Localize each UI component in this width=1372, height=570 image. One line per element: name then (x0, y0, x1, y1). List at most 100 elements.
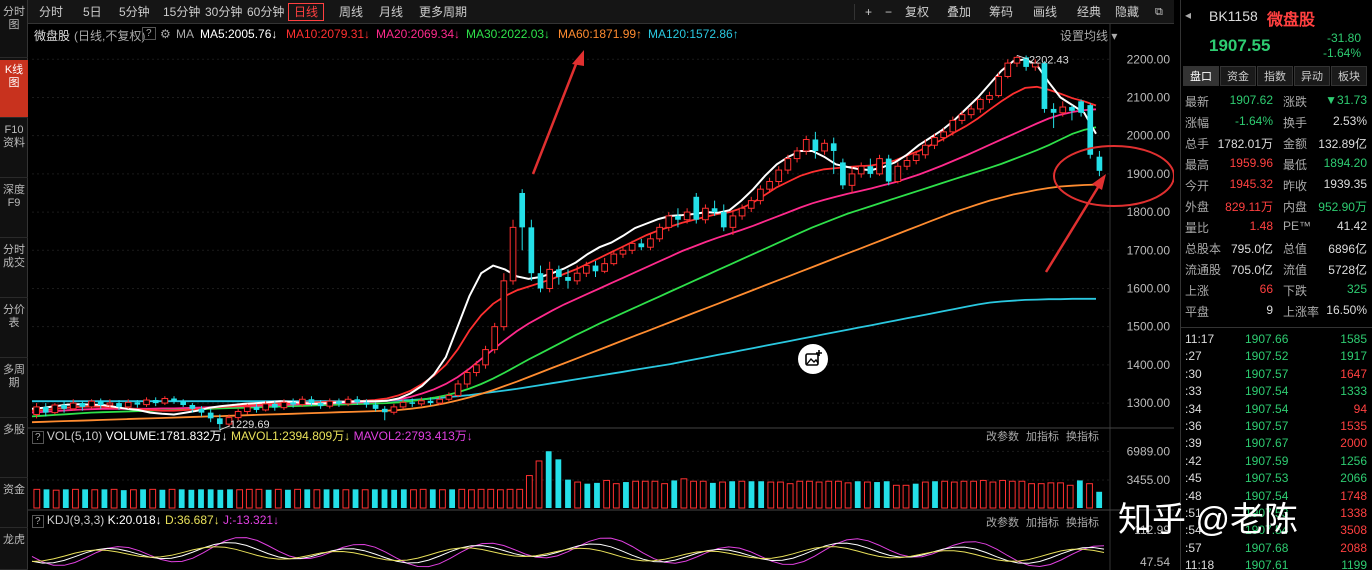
quote-row: 总股本 795.0亿 总值 6896亿 (1185, 237, 1369, 257)
candle (747, 196, 755, 213)
candle-body (454, 383, 462, 396)
quote-row: 平盘 9 上涨率 16.50% (1185, 300, 1369, 320)
volume-bar (594, 482, 600, 508)
tick-time: :36 (1185, 419, 1202, 433)
ma-settings-button[interactable]: 设置均线 ▾ (1060, 29, 1118, 43)
tick-time: :30 (1185, 366, 1202, 381)
volume-bar (274, 488, 282, 509)
restore-window-icon[interactable]: ⧉ (1155, 6, 1163, 18)
tick-volume: 1748 (1340, 488, 1367, 503)
volume-bar (1057, 482, 1064, 509)
vol-add-indicator-button[interactable]: 加指标 (1026, 431, 1059, 443)
candle-body (665, 215, 673, 228)
nav-trades[interactable]: 分时成交 (0, 240, 28, 298)
tab-capital[interactable]: 资金 (1220, 66, 1256, 86)
tick-time: :54 (1185, 523, 1202, 538)
draw-line-button[interactable]: 画线 (1033, 5, 1058, 19)
tick-volume: 3508 (1340, 523, 1367, 538)
nav-intraday[interactable]: 分时图 (0, 2, 28, 58)
candle-body (1050, 108, 1057, 113)
ma5-value: MA5:2005.76↓ (200, 27, 278, 41)
period-5day[interactable]: 5日 (83, 5, 102, 19)
volume-bar (304, 489, 311, 508)
candle (1050, 103, 1057, 129)
candle (271, 401, 278, 411)
red-circle (1053, 145, 1174, 207)
high-label: 2202.43 (1029, 54, 1069, 66)
period-weekly[interactable]: 周线 (339, 5, 364, 19)
nav-depth[interactable]: 深度F9 (0, 180, 28, 238)
candle (528, 219, 535, 281)
candle-body (336, 401, 342, 404)
ma30-value: MA30:2022.03↓ (466, 27, 551, 41)
stat-label: 量比 (1185, 221, 1210, 235)
volume-bar (255, 488, 263, 509)
vol-switch-indicator-button[interactable]: 换指标 (1066, 431, 1099, 443)
high-pointer (1016, 54, 1030, 60)
period-60min[interactable]: 60分钟 (247, 5, 285, 19)
candle (280, 399, 288, 410)
tick-volume: 1917 (1340, 349, 1367, 364)
vol-edit-params-button[interactable]: 改参数 (986, 431, 1019, 443)
gear-icon[interactable]: ⚙ (160, 27, 171, 41)
nav-dragon-tiger[interactable]: 龙虎 (0, 530, 28, 570)
period-5min[interactable]: 5分钟 (119, 5, 150, 19)
tab-index[interactable]: 指数 (1257, 66, 1293, 86)
kdj-add-indicator-button[interactable]: 加指标 (1026, 517, 1059, 529)
add-image-icon[interactable] (798, 344, 828, 374)
zoom-out-button[interactable]: − (885, 5, 893, 19)
kdj-edit-params-button[interactable]: 改参数 (986, 517, 1019, 529)
stat-label: 昨收 (1283, 179, 1308, 193)
tick-volume: 1647 (1340, 366, 1367, 381)
volume-bar (912, 483, 919, 508)
candle-body (638, 243, 645, 248)
classic-button[interactable]: 经典 (1077, 5, 1102, 19)
nav-capital[interactable]: 资金 (0, 480, 28, 528)
stat-value: -1.64% (1234, 114, 1273, 128)
period-daily[interactable]: 日线 (288, 3, 325, 21)
nav-price-table[interactable]: 分价表 (0, 300, 28, 358)
stat-label: 平盘 (1185, 305, 1210, 319)
candle-body (949, 119, 957, 133)
overlay-button[interactable]: 叠加 (947, 5, 972, 19)
tab-abnormal[interactable]: 异动 (1294, 66, 1330, 86)
candle (445, 392, 453, 402)
candle-body (509, 226, 517, 282)
nav-f10[interactable]: F10资料 (0, 120, 28, 178)
help-icon[interactable]: ? (142, 27, 156, 40)
tick-row: :36 1907.57 1535 (1185, 417, 1369, 434)
period-15min[interactable]: 15分钟 (163, 5, 201, 19)
tab-sector[interactable]: 板块 (1331, 66, 1367, 86)
stat-value: 1782.01万 (1217, 137, 1273, 151)
nav-multi-period[interactable]: 多周期 (0, 360, 28, 418)
kdj-switch-indicator-button[interactable]: 换指标 (1066, 517, 1099, 529)
candle-body (647, 238, 654, 248)
stat-value: 829.11万 (1225, 200, 1273, 214)
period-monthly[interactable]: 月线 (379, 5, 404, 19)
nav-kline[interactable]: K线图 (0, 60, 28, 118)
kline-chart[interactable]: 2200.00 2100.00 2000.00 1900.00 1800.00 1700.… (28, 24, 1174, 570)
vol-help-icon[interactable]: ? (32, 431, 44, 444)
period-intraday[interactable]: 分时 (39, 5, 64, 19)
adjust-button[interactable]: 复权 (905, 5, 930, 19)
candle (134, 400, 141, 408)
candle (894, 162, 902, 184)
period-more[interactable]: 更多周期 (419, 5, 468, 19)
stat-value: 1945.32 (1229, 177, 1273, 191)
low-label: 1229.69 (230, 419, 270, 431)
zoom-in-button[interactable]: + (865, 5, 873, 19)
candle (601, 257, 608, 274)
kdj-help-icon[interactable]: ? (32, 515, 44, 528)
candle (610, 250, 618, 266)
tick-row: :42 1907.59 1256 (1185, 452, 1369, 469)
tab-handicap[interactable]: 盘口 (1183, 66, 1219, 86)
stat-value: ▼31.73 (1325, 93, 1367, 107)
collapse-arrow-icon[interactable]: ◂ (1185, 8, 1192, 22)
nav-multi-stock[interactable]: 多股 (0, 420, 28, 478)
hide-button[interactable]: 隐藏 (1115, 5, 1140, 19)
candle-body (180, 401, 187, 405)
candle (336, 398, 342, 407)
chips-button[interactable]: 筹码 (989, 5, 1014, 19)
stat-label: 内盘 (1283, 200, 1308, 214)
period-30min[interactable]: 30分钟 (205, 5, 243, 19)
